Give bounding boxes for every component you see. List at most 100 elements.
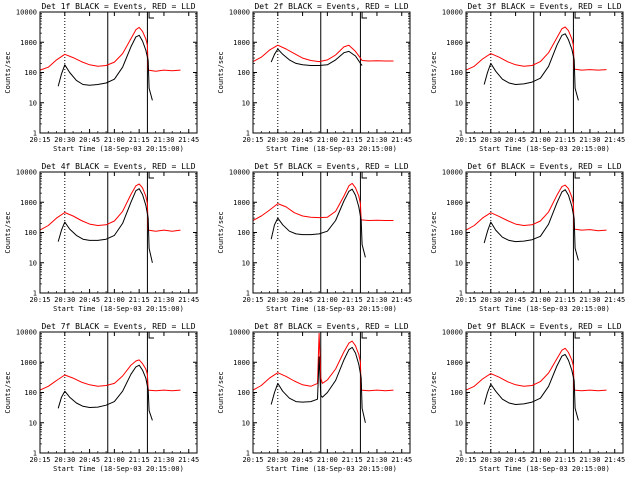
plot-frame xyxy=(252,171,411,294)
chart-panel-9: Det 9f BLACK = Events, RED = LLD 1 10 100 10… xyxy=(430,322,625,473)
y-tick-label: 1 xyxy=(33,290,37,298)
y-tick-label: 1000 xyxy=(20,39,37,47)
x-tick-label: 20:30 xyxy=(54,296,75,304)
plot-frame xyxy=(252,331,411,454)
x-tick-label: 21:15 xyxy=(129,136,150,144)
y-axis-label: Counts/sec xyxy=(4,371,12,413)
plot-frame xyxy=(465,331,624,454)
y-tick-label: 10 xyxy=(29,259,37,267)
black-events-series-line xyxy=(270,188,366,258)
y-tick-label: 1 xyxy=(33,130,37,138)
x-tick-label: 20:15 xyxy=(455,296,476,304)
x-tick-label: 21:30 xyxy=(153,296,174,304)
x-tick-label: 20:15 xyxy=(29,136,50,144)
y-tick-label: 1 xyxy=(33,450,37,458)
x-tick-label: 21:00 xyxy=(530,136,551,144)
y-tick-label: 1000 xyxy=(446,199,463,207)
legend-marker xyxy=(148,172,155,179)
y-tick-label: 100 xyxy=(237,229,250,237)
x-tick-label: 21:30 xyxy=(366,456,387,464)
x-tick-label: 20:45 xyxy=(505,456,526,464)
red-lld-series-line xyxy=(39,183,181,232)
black-events-series-line xyxy=(57,34,153,101)
chart-title: Det 7f BLACK = Events, RED = LLD xyxy=(41,322,195,331)
red-lld-series-line xyxy=(252,332,394,392)
y-tick-label: 10 xyxy=(455,259,463,267)
x-tick-label: 20:30 xyxy=(267,456,288,464)
x-tick-label: 20:45 xyxy=(292,456,313,464)
y-axis-label: Counts/sec xyxy=(430,371,438,413)
x-tick-label: 20:30 xyxy=(267,136,288,144)
x-tick-label: 21:00 xyxy=(530,456,551,464)
x-tick-label: 21:30 xyxy=(579,136,600,144)
y-tick-label: 1 xyxy=(459,290,463,298)
x-tick-label: 21:00 xyxy=(317,456,338,464)
x-tick-label: 21:30 xyxy=(579,296,600,304)
y-tick-label: 10000 xyxy=(229,169,250,177)
x-tick-label: 20:45 xyxy=(292,296,313,304)
x-axis-label: Start Time (18-Sep-03 20:15:00) xyxy=(479,465,610,473)
y-tick-label: 100 xyxy=(237,389,250,397)
chart-title: Det 6f BLACK = Events, RED = LLD xyxy=(467,162,621,171)
y-tick-label: 1000 xyxy=(233,199,250,207)
x-tick-label: 20:45 xyxy=(79,296,100,304)
legend-marker xyxy=(574,12,581,19)
chart-panel-4: Det 4f BLACK = Events, RED = LLD 1 10 100 10… xyxy=(4,162,199,313)
y-tick-label: 10 xyxy=(242,99,250,107)
legend-marker xyxy=(361,172,368,179)
legend-marker xyxy=(574,332,581,339)
x-tick-label: 21:00 xyxy=(317,136,338,144)
y-tick-label: 1 xyxy=(246,130,250,138)
chart-panel-2: Det 2f BLACK = Events, RED = LLD 1 10 100 10… xyxy=(217,2,412,153)
x-tick-label: 21:30 xyxy=(366,296,387,304)
y-tick-label: 1000 xyxy=(446,39,463,47)
chart-title: Det 8f BLACK = Events, RED = LLD xyxy=(254,322,408,331)
x-tick-label: 21:45 xyxy=(391,456,412,464)
x-tick-label: 20:30 xyxy=(480,136,501,144)
y-tick-label: 1000 xyxy=(20,359,37,367)
x-axis-label: Start Time (18-Sep-03 20:15:00) xyxy=(266,465,397,473)
chart-title: Det 9f BLACK = Events, RED = LLD xyxy=(467,322,621,331)
x-tick-label: 20:30 xyxy=(54,456,75,464)
y-tick-label: 10 xyxy=(242,419,250,427)
x-tick-label: 21:15 xyxy=(342,296,363,304)
y-tick-label: 1000 xyxy=(446,359,463,367)
y-axis-label: Counts/sec xyxy=(4,211,12,253)
red-lld-series-line xyxy=(465,184,607,232)
red-lld-series-line xyxy=(465,347,607,392)
black-events-series-line xyxy=(483,354,579,421)
x-axis-label: Start Time (18-Sep-03 20:15:00) xyxy=(266,305,397,313)
y-tick-label: 10000 xyxy=(442,329,463,337)
x-tick-label: 20:15 xyxy=(29,456,50,464)
x-tick-label: 20:15 xyxy=(242,296,263,304)
x-tick-label: 21:30 xyxy=(153,136,174,144)
x-tick-label: 20:15 xyxy=(455,456,476,464)
x-tick-label: 21:30 xyxy=(366,136,387,144)
x-tick-label: 20:45 xyxy=(505,136,526,144)
x-axis-label: Start Time (18-Sep-03 20:15:00) xyxy=(53,305,184,313)
black-events-series-line xyxy=(57,188,153,263)
y-axis-label: Counts/sec xyxy=(217,51,225,93)
y-tick-label: 10000 xyxy=(229,9,250,17)
y-axis-label: Counts/sec xyxy=(217,371,225,413)
black-events-series-line xyxy=(483,33,579,101)
x-tick-label: 20:30 xyxy=(480,456,501,464)
x-tick-label: 20:45 xyxy=(505,296,526,304)
red-lld-series-line xyxy=(465,26,607,71)
x-tick-label: 21:00 xyxy=(530,296,551,304)
chart-title: Det 2f BLACK = Events, RED = LLD xyxy=(254,2,408,11)
plot-frame xyxy=(39,11,198,134)
y-tick-label: 10000 xyxy=(16,329,37,337)
y-tick-label: 10000 xyxy=(16,169,37,177)
chart-panel-7: Det 7f BLACK = Events, RED = LLD 1 10 100 10… xyxy=(4,322,199,473)
plot-frame xyxy=(465,11,624,134)
legend-marker xyxy=(361,332,368,339)
y-tick-label: 1 xyxy=(246,290,250,298)
x-tick-label: 20:15 xyxy=(29,296,50,304)
y-tick-label: 100 xyxy=(24,229,37,237)
x-tick-label: 20:45 xyxy=(79,136,100,144)
plot-frame xyxy=(39,331,198,454)
x-tick-label: 21:45 xyxy=(604,456,625,464)
y-tick-label: 100 xyxy=(237,69,250,77)
x-tick-label: 21:15 xyxy=(129,296,150,304)
